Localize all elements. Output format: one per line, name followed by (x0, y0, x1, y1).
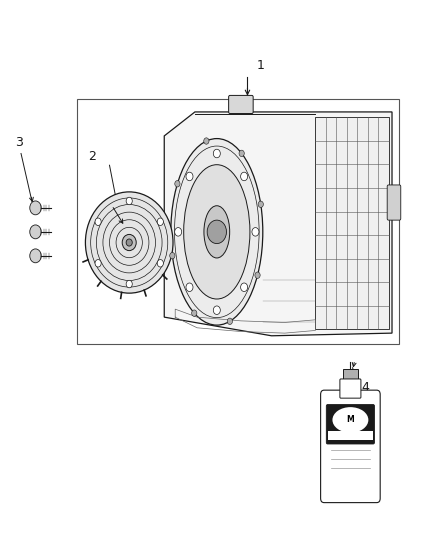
FancyBboxPatch shape (326, 405, 374, 444)
Bar (328, 471, 373, 495)
Ellipse shape (85, 192, 173, 293)
Circle shape (95, 260, 101, 267)
Circle shape (204, 138, 209, 144)
Circle shape (95, 218, 101, 225)
Text: 1: 1 (256, 59, 264, 72)
Circle shape (30, 225, 41, 239)
Circle shape (175, 228, 182, 236)
Circle shape (227, 318, 233, 325)
Circle shape (192, 310, 197, 317)
Circle shape (213, 149, 220, 158)
Circle shape (240, 283, 247, 292)
Circle shape (30, 249, 41, 263)
Circle shape (240, 172, 247, 181)
Ellipse shape (126, 239, 132, 246)
Circle shape (258, 201, 263, 207)
Circle shape (126, 197, 132, 205)
Text: 3: 3 (15, 136, 23, 149)
Ellipse shape (184, 165, 250, 299)
FancyBboxPatch shape (387, 185, 401, 220)
Bar (77, 99, 399, 344)
Circle shape (239, 150, 244, 157)
Circle shape (126, 280, 132, 288)
Circle shape (157, 218, 163, 225)
Ellipse shape (171, 139, 263, 325)
Circle shape (207, 220, 226, 244)
Bar (343, 369, 358, 381)
Circle shape (186, 172, 193, 181)
FancyBboxPatch shape (321, 390, 380, 503)
FancyBboxPatch shape (229, 95, 253, 114)
Circle shape (175, 181, 180, 187)
Ellipse shape (204, 206, 230, 258)
Circle shape (213, 306, 220, 314)
Polygon shape (164, 112, 392, 336)
Circle shape (255, 272, 260, 278)
Circle shape (186, 283, 193, 292)
Circle shape (30, 201, 41, 215)
Ellipse shape (332, 407, 368, 433)
Circle shape (157, 260, 163, 267)
Circle shape (252, 228, 259, 236)
Bar (315, 117, 389, 329)
Text: 4: 4 (362, 382, 370, 394)
Text: M: M (346, 415, 354, 424)
Ellipse shape (122, 235, 136, 251)
Bar (328, 431, 373, 440)
Text: 2: 2 (88, 150, 96, 163)
Circle shape (170, 253, 175, 259)
FancyBboxPatch shape (340, 379, 361, 398)
